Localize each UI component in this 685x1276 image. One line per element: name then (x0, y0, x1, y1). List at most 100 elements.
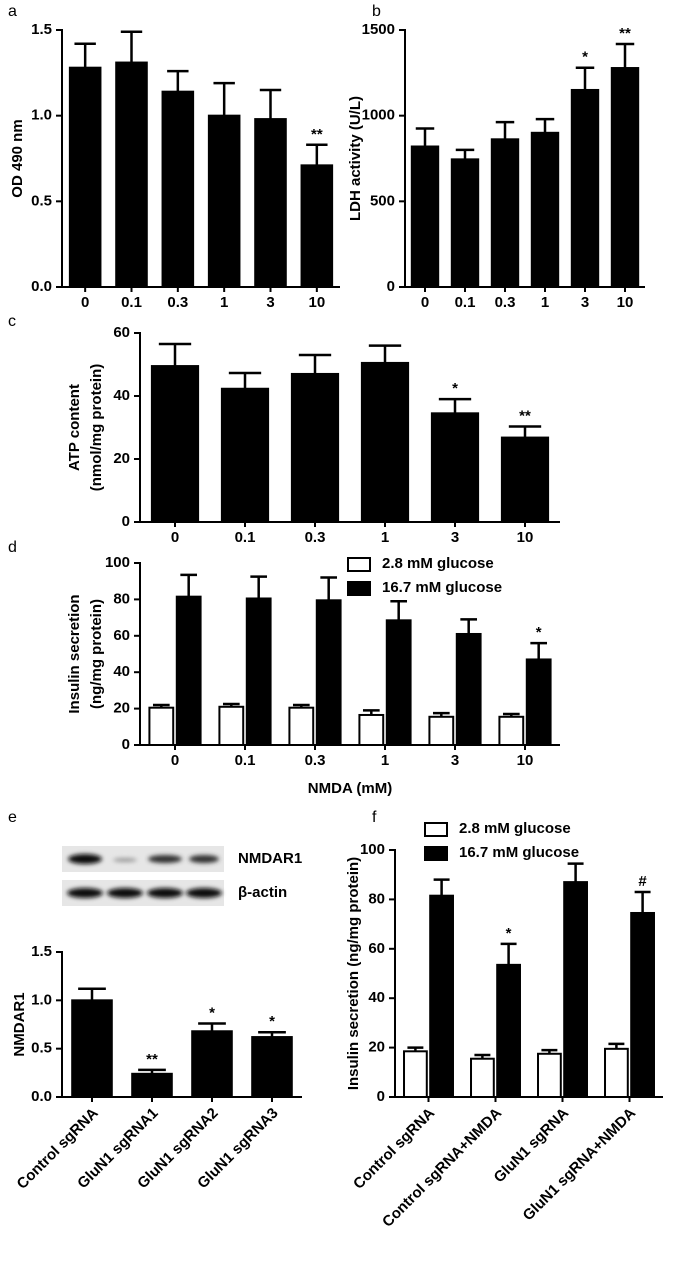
bar (150, 365, 200, 524)
panel-letter: b (372, 3, 381, 20)
error-bar (292, 703, 310, 708)
error-bar (298, 353, 332, 374)
legend-swatch (424, 846, 448, 861)
x-tick-label: 0.3 (167, 294, 188, 311)
legend-swatch (347, 557, 371, 572)
bar (385, 619, 412, 747)
error-bar (222, 702, 240, 707)
x-tick-label: 0.1 (235, 752, 256, 769)
western-blot: NMDAR1 β-actin (62, 846, 302, 906)
x-tick-label: 3 (451, 529, 459, 546)
y-axis-label: Insulin secretion (ng/mg protein) (345, 857, 362, 1090)
y-tick-label: 40 (113, 663, 130, 680)
y-tick-label: 1500 (362, 21, 395, 38)
significance-mark: ** (311, 126, 323, 143)
significance-mark: ** (619, 25, 631, 42)
x-tick-label: 3 (581, 294, 589, 311)
panel-letter: e (8, 809, 17, 826)
significance-mark: ** (146, 1051, 158, 1068)
error-bar (541, 1048, 558, 1054)
bar (290, 372, 340, 524)
error-bar (615, 42, 635, 69)
blot-label: β-actin (238, 884, 287, 901)
legend-swatch (347, 581, 371, 596)
error-bar (608, 1042, 625, 1049)
y-tick-label: 0 (377, 1088, 385, 1105)
error-bar (567, 862, 584, 883)
error-bar (530, 641, 548, 660)
bar (610, 67, 640, 289)
error-bar (495, 120, 515, 140)
bar (604, 1047, 629, 1098)
x-tick-label: 0.1 (235, 529, 256, 546)
x-tick-label: 3 (451, 752, 459, 769)
error-bar (258, 1030, 286, 1038)
error-bar (158, 342, 192, 367)
x-tick-label: 10 (517, 752, 534, 769)
error-bar (390, 599, 408, 621)
y-tick-label: 100 (105, 554, 130, 571)
legend-label: 16.7 mM glucose (459, 844, 579, 861)
bar (498, 715, 525, 746)
error-bar (407, 1046, 424, 1052)
error-bar (433, 878, 450, 896)
error-bar (500, 942, 517, 965)
bar (300, 164, 334, 288)
y-tick-label: 80 (113, 590, 130, 607)
y-tick-label: 20 (113, 450, 130, 467)
panel-letter: a (8, 3, 17, 20)
legend-swatch (424, 822, 448, 837)
y-tick-label: 0.0 (31, 1088, 52, 1105)
error-bar (167, 69, 189, 92)
x-tick-label: 0.3 (305, 752, 326, 769)
y-tick-label: 0 (122, 513, 130, 530)
bar (500, 436, 550, 523)
error-bar (575, 66, 595, 90)
error-bar (228, 371, 262, 389)
error-bar (152, 703, 170, 708)
error-bar (474, 1053, 491, 1059)
error-bar (180, 573, 198, 597)
x-tick-label: 0 (171, 529, 179, 546)
x-tick-label: 0 (421, 294, 429, 311)
x-tick-label: 10 (617, 294, 634, 311)
x-tick-label: 10 (517, 529, 534, 546)
bar (315, 599, 342, 746)
x-tick-label: 0 (81, 294, 89, 311)
y-tick-label: 500 (370, 192, 395, 209)
bar (288, 706, 315, 747)
bar (358, 713, 385, 746)
bar (410, 145, 440, 288)
y-tick-label: 0 (122, 736, 130, 753)
y-tick-label: 60 (368, 940, 385, 957)
error-bar (320, 576, 338, 601)
blot-band (189, 855, 219, 863)
bar (131, 1072, 173, 1099)
error-bar (138, 1068, 166, 1074)
error-bar (455, 148, 475, 160)
y-tick-label: 1000 (362, 107, 395, 124)
x-axis-label: NMDA (mM) (308, 780, 392, 797)
x-tick-label: 0.1 (455, 294, 476, 311)
error-bar (362, 709, 380, 715)
error-bar (74, 42, 96, 68)
x-tick-label: 10 (308, 294, 325, 311)
panel-letter: f (372, 809, 377, 826)
x-tick-label: 1 (381, 529, 389, 546)
bar (570, 88, 600, 289)
significance-mark: * (506, 925, 512, 942)
bar (630, 911, 655, 1098)
x-tick-label: 1 (541, 294, 549, 311)
error-bar (415, 127, 435, 147)
y-tick-label: 20 (368, 1039, 385, 1056)
y-axis-label: (nmol/mg protein) (88, 364, 105, 492)
bar (218, 705, 245, 747)
x-tick-label: 0.1 (121, 294, 142, 311)
significance-mark: # (638, 873, 647, 890)
x-tick-label: 1 (381, 752, 389, 769)
y-axis-label: OD 490 nm (9, 119, 26, 197)
error-bar (198, 1022, 226, 1032)
bar (496, 963, 521, 1098)
blot-label: NMDAR1 (238, 850, 302, 867)
